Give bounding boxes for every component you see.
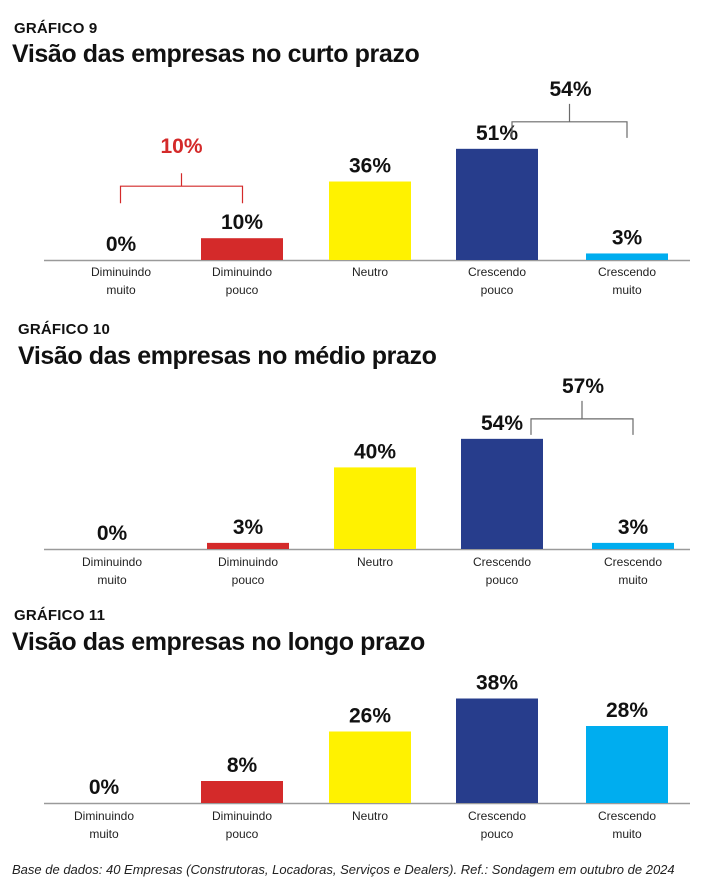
data-label: 0%: [97, 522, 128, 545]
category-label: Diminuindo: [218, 555, 278, 569]
bar-chart-medio-prazo: 0% Diminuindo muito 3% Diminuindo pouco 40% Neu…: [44, 375, 690, 587]
category-label: Diminuindo: [82, 555, 142, 569]
category-label: muito: [612, 283, 642, 297]
category-label: muito: [612, 827, 642, 841]
bar-3: [461, 438, 543, 549]
category-label: Diminuindo: [74, 809, 134, 823]
bar-1: [201, 238, 283, 260]
chart-title: Visão das empresas no longo prazo: [12, 628, 425, 656]
bar-4: [586, 253, 668, 260]
chart-kicker: GRÁFICO 9: [14, 20, 98, 37]
category-label: muito: [89, 827, 119, 841]
category-label: Crescendo: [468, 809, 526, 823]
chart-kicker: GRÁFICO 10: [18, 321, 111, 338]
bar-chart-longo-prazo: 0% Diminuindo muito 8% Diminuindo pouco 26% Neu…: [44, 672, 690, 841]
category-label: muito: [106, 283, 136, 297]
category-label: pouco: [232, 573, 265, 587]
bracket-line: [511, 103, 628, 138]
category-label: Crescendo: [468, 265, 526, 279]
bar-4: [586, 726, 668, 803]
data-label: 38%: [476, 672, 518, 695]
bracket-line: [119, 173, 244, 204]
data-label: 0%: [106, 233, 137, 256]
data-label: 8%: [227, 754, 258, 777]
bar-3: [456, 148, 538, 260]
data-label: 3%: [612, 226, 643, 249]
category-label: Crescendo: [598, 265, 656, 279]
data-label: 26%: [349, 705, 391, 728]
footnote: Base de dados: 40 Empresas (Construtoras…: [12, 862, 675, 877]
chart-title: Visão das empresas no médio prazo: [18, 342, 437, 370]
category-label: Neutro: [352, 265, 388, 279]
category-label: Crescendo: [604, 555, 662, 569]
category-label: muito: [97, 573, 127, 587]
bar-chart-curto-prazo: 0% Diminuindo muito 10% Diminuindo pouco 36% Ne…: [44, 78, 690, 297]
category-label: pouco: [226, 283, 259, 297]
category-label: pouco: [226, 827, 259, 841]
bracket-label: 57%: [562, 375, 604, 398]
category-label: Diminuindo: [212, 265, 272, 279]
bar-1: [207, 542, 289, 549]
category-label: Diminuindo: [91, 265, 151, 279]
bracket-label: 54%: [549, 78, 591, 101]
data-label: 3%: [618, 516, 649, 539]
bar-4: [592, 542, 674, 549]
data-label: 3%: [233, 516, 264, 539]
data-label: 40%: [354, 440, 396, 463]
data-label: 54%: [481, 412, 523, 435]
chart-title: Visão das empresas no curto prazo: [12, 40, 420, 68]
category-label: pouco: [481, 827, 514, 841]
data-label: 0%: [89, 776, 120, 799]
data-label: 10%: [221, 211, 263, 234]
data-label: 36%: [349, 155, 391, 178]
bracket-line: [530, 400, 634, 435]
category-label: Crescendo: [598, 809, 656, 823]
data-label: 28%: [606, 699, 648, 722]
bar-1: [201, 781, 283, 803]
category-label: Neutro: [352, 809, 388, 823]
category-label: pouco: [481, 283, 514, 297]
data-label: 51%: [476, 122, 518, 145]
bracket-label: 10%: [160, 135, 202, 158]
category-label: Diminuindo: [212, 809, 272, 823]
category-label: Crescendo: [473, 555, 531, 569]
bar-2: [334, 467, 416, 549]
bar-2: [329, 731, 411, 803]
category-label: muito: [618, 573, 648, 587]
category-label: Neutro: [357, 555, 393, 569]
bar-2: [329, 181, 411, 260]
category-label: pouco: [486, 573, 519, 587]
bar-3: [456, 698, 538, 803]
chart-kicker: GRÁFICO 11: [14, 607, 106, 624]
